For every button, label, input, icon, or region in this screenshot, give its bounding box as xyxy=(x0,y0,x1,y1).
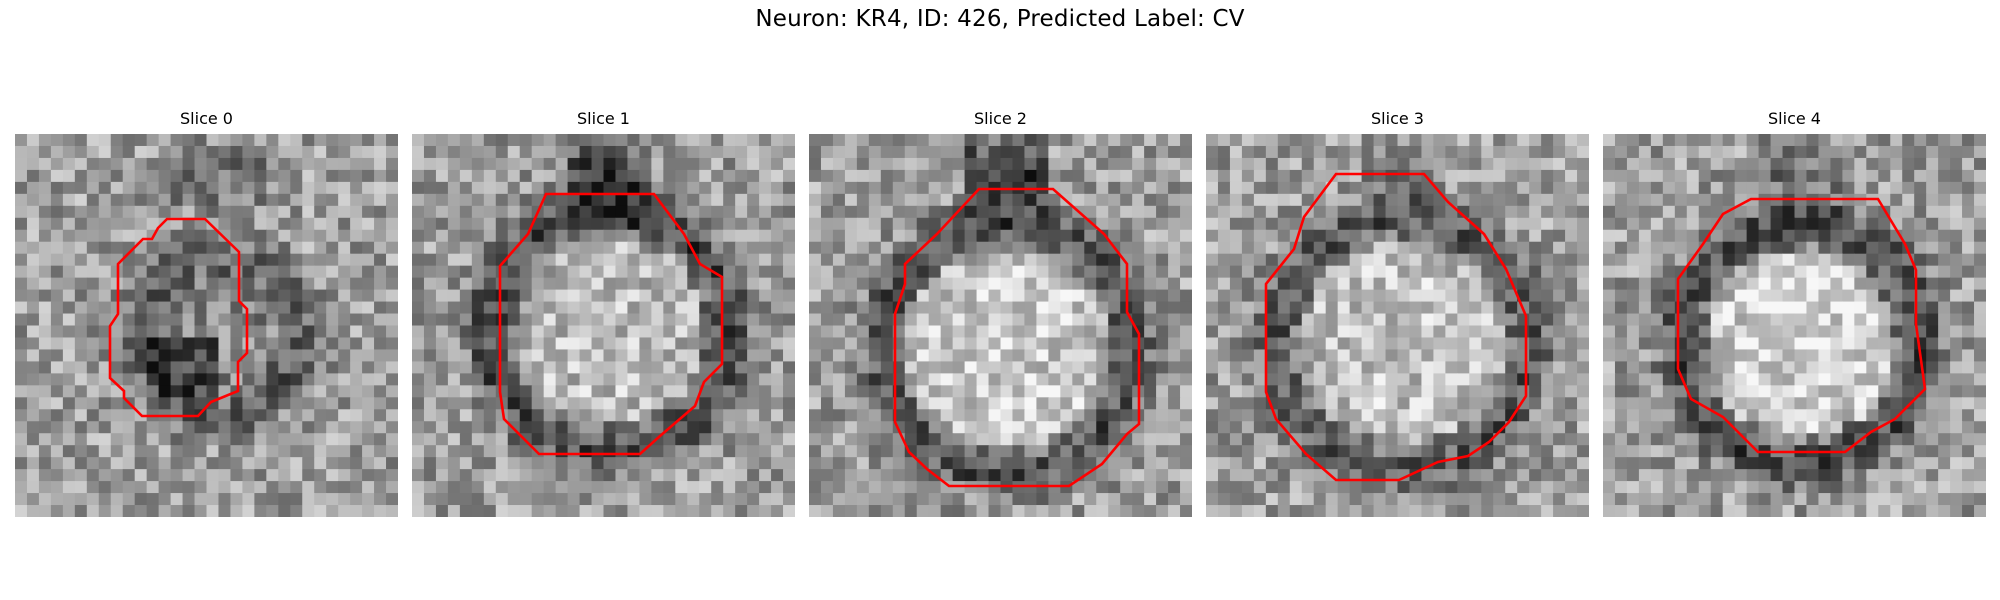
slice-panel-1: Slice 1 xyxy=(412,108,795,517)
grayscale-pixels-0 xyxy=(15,134,398,517)
slice-panel-0: Slice 0 xyxy=(15,108,398,517)
slice-title-0: Slice 0 xyxy=(180,109,233,128)
slice-panel-4: Slice 4 xyxy=(1603,108,1986,517)
slice-image-4 xyxy=(1603,134,1986,517)
segmentation-outline-4 xyxy=(1676,197,1927,454)
figure-title: Neuron: KR4, ID: 426, Predicted Label: C… xyxy=(755,6,1245,32)
slice-image-2 xyxy=(809,134,1192,517)
slice-image-0 xyxy=(15,134,398,517)
segmentation-outline-0 xyxy=(108,217,249,418)
segmentation-outline-1 xyxy=(498,192,724,456)
slice-panel-3: Slice 3 xyxy=(1206,108,1589,517)
slice-image-3 xyxy=(1206,134,1589,517)
segmentation-outline-2 xyxy=(893,187,1141,488)
segmentation-outline-3 xyxy=(1264,172,1528,482)
slice-image-1 xyxy=(412,134,795,517)
grayscale-pixels-3 xyxy=(1206,134,1589,517)
slice-title-4: Slice 4 xyxy=(1768,109,1821,128)
grayscale-pixels-2 xyxy=(809,134,1192,517)
grayscale-pixels-4 xyxy=(1603,134,1986,517)
slice-panel-2: Slice 2 xyxy=(809,108,1192,517)
slice-title-3: Slice 3 xyxy=(1371,109,1424,128)
grayscale-pixels-1 xyxy=(412,134,795,517)
slice-title-1: Slice 1 xyxy=(577,109,630,128)
slice-title-2: Slice 2 xyxy=(974,109,1027,128)
